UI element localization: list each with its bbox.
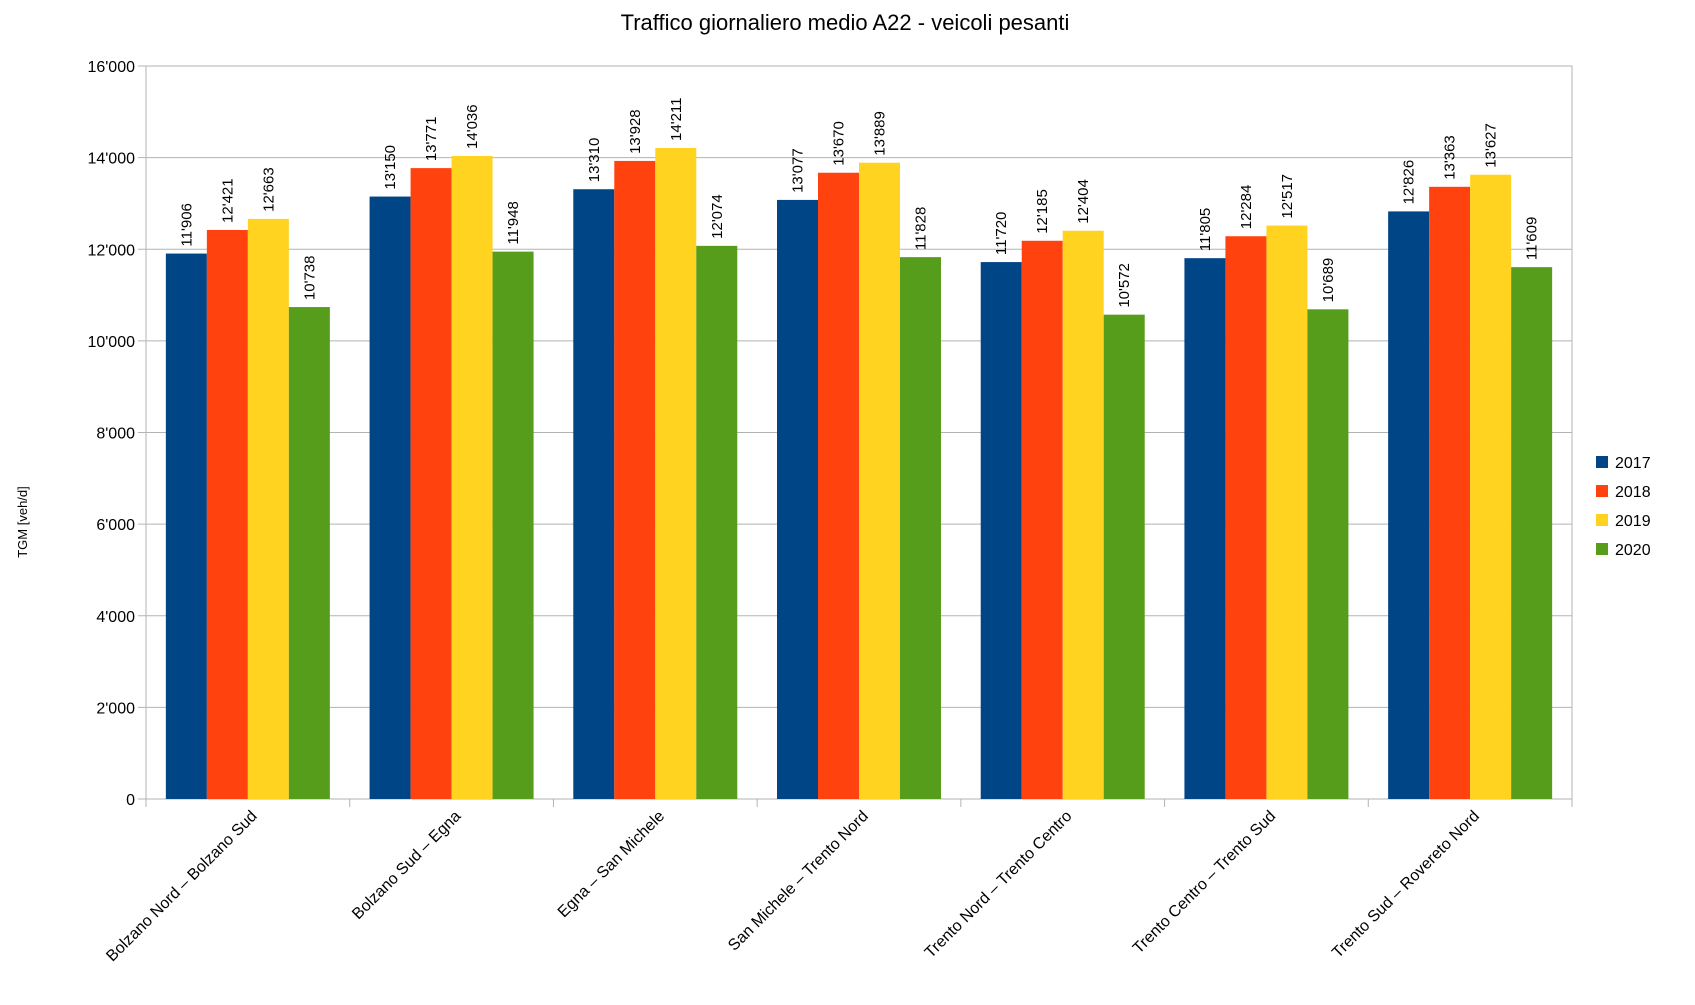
data-label: 12'185 xyxy=(1034,189,1051,234)
data-label: 11'906 xyxy=(178,203,195,246)
data-label: 13'670 xyxy=(831,121,848,166)
x-category-label: Bolzano Sud – Egna xyxy=(349,808,464,923)
bar-2018-0 xyxy=(206,229,248,799)
bar-2020-1 xyxy=(492,251,534,799)
bar-2020-2 xyxy=(696,245,738,800)
y-tick-label: 0 xyxy=(126,792,135,809)
data-label: 10'572 xyxy=(1116,263,1133,308)
legend-label: 2017 xyxy=(1615,455,1651,472)
data-label: 11'720 xyxy=(993,212,1010,255)
bar-2017-3 xyxy=(777,199,818,800)
data-label: 10'689 xyxy=(1320,258,1337,303)
legend-label: 2020 xyxy=(1615,542,1651,559)
y-tick-label: 8'000 xyxy=(96,426,135,443)
data-label: 11'948 xyxy=(505,201,522,244)
bar-2019-1 xyxy=(451,155,493,799)
data-label: 12'517 xyxy=(1279,174,1296,219)
y-tick-label: 4'000 xyxy=(96,609,135,626)
y-tick-label: 14'000 xyxy=(87,151,135,168)
bar-2020-5 xyxy=(1307,309,1349,799)
data-label: 11'828 xyxy=(913,207,930,250)
data-label: 13'771 xyxy=(423,117,440,162)
bar-2017-5 xyxy=(1184,258,1226,799)
bar-2017-0 xyxy=(165,253,207,799)
data-label: 12'826 xyxy=(1401,160,1418,205)
data-label: 13'077 xyxy=(790,148,807,193)
data-label: 13'889 xyxy=(872,111,889,156)
data-label: 10'738 xyxy=(301,255,318,300)
data-label: 12'404 xyxy=(1075,179,1092,224)
data-label: 13'363 xyxy=(1442,135,1459,180)
y-tick-label: 2'000 xyxy=(96,700,135,717)
bar-2020-0 xyxy=(288,307,330,799)
bar-2017-1 xyxy=(369,196,411,800)
bar-2018-2 xyxy=(614,160,656,800)
data-label: 14'036 xyxy=(464,104,481,149)
bar-2017-4 xyxy=(980,262,1022,799)
bar-2019-6 xyxy=(1470,174,1512,799)
x-category-label: San Michele – Trento Nord xyxy=(725,808,872,955)
bar-2020-4 xyxy=(1103,314,1145,799)
bar-2019-4 xyxy=(1062,230,1104,799)
data-label: 12'663 xyxy=(260,167,277,212)
bar-2019-3 xyxy=(859,162,900,799)
bar-2018-3 xyxy=(818,172,859,800)
bar-2019-0 xyxy=(247,218,289,799)
data-label: 11'805 xyxy=(1197,208,1214,251)
data-label: 13'627 xyxy=(1483,123,1500,168)
bar-2018-5 xyxy=(1225,236,1267,799)
x-category-label: Egna – San Michele xyxy=(555,808,668,921)
bars xyxy=(165,147,1553,800)
data-label: 13'310 xyxy=(586,138,603,183)
bar-2017-2 xyxy=(573,189,615,800)
data-label: 12'074 xyxy=(709,194,726,239)
y-tick-label: 6'000 xyxy=(96,517,135,534)
legend-swatch-2020 xyxy=(1596,543,1608,555)
legend-swatch-2019 xyxy=(1596,514,1608,526)
legend: 2017 2018 2019 2020 xyxy=(1596,455,1651,559)
legend-swatch-2018 xyxy=(1596,485,1608,497)
y-tick-label: 16'000 xyxy=(87,59,135,76)
data-label: 12'284 xyxy=(1238,185,1255,230)
x-category-label: Trento Nord – Trento Centro xyxy=(922,808,1076,962)
y-axis-title: TGM [veh/d] xyxy=(15,486,30,558)
y-tick-label: 10'000 xyxy=(87,334,135,351)
legend-label: 2018 xyxy=(1615,484,1651,501)
data-label: 13'150 xyxy=(382,145,399,190)
data-label: 14'211 xyxy=(668,97,685,140)
chart-title: Traffico giornaliero medio A22 - veicoli… xyxy=(621,10,1070,35)
bar-2018-4 xyxy=(1021,240,1063,800)
legend-swatch-2017 xyxy=(1596,456,1608,468)
y-tick-label: 12'000 xyxy=(87,242,135,259)
data-label: 13'928 xyxy=(627,109,644,154)
bar-2017-6 xyxy=(1388,211,1430,799)
bar-2018-6 xyxy=(1429,186,1471,799)
x-category-label: Bolzano Nord – Bolzano Sud xyxy=(103,808,260,965)
bar-2018-1 xyxy=(410,168,452,799)
data-label: 12'421 xyxy=(219,178,236,223)
bar-2020-6 xyxy=(1511,267,1553,799)
bar-2019-2 xyxy=(655,147,697,799)
legend-label: 2019 xyxy=(1615,513,1651,530)
x-category-label: Trento Sud – Rovereto Nord xyxy=(1329,808,1483,962)
bar-2019-5 xyxy=(1266,225,1308,799)
data-label: 11'609 xyxy=(1524,217,1541,260)
bar-2020-3 xyxy=(900,257,941,799)
x-category-label: Trento Centro – Trento Sud xyxy=(1130,808,1279,957)
data-labels: 11'906 13'150 13'310 13'077 11'720 11'805 12'8… xyxy=(178,97,1540,307)
